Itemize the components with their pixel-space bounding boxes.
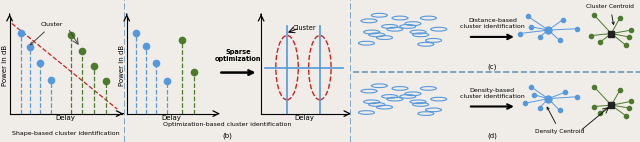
Text: (d): (d) bbox=[488, 132, 497, 139]
Text: Cluster Centroid: Cluster Centroid bbox=[586, 4, 634, 24]
Text: Optimization-based cluster identification: Optimization-based cluster identificatio… bbox=[163, 122, 291, 127]
Text: Shape-based cluster identification: Shape-based cluster identification bbox=[12, 131, 120, 136]
X-axis label: Delay: Delay bbox=[294, 115, 314, 121]
Text: (b): (b) bbox=[222, 133, 232, 139]
Y-axis label: Power in dB: Power in dB bbox=[119, 45, 125, 86]
Text: Density Centroid: Density Centroid bbox=[535, 107, 584, 134]
Text: Cluster: Cluster bbox=[30, 22, 63, 45]
Text: Density-based
cluster identification: Density-based cluster identification bbox=[460, 88, 525, 99]
Text: (a): (a) bbox=[61, 141, 70, 142]
Text: (c): (c) bbox=[488, 64, 497, 70]
X-axis label: Delay: Delay bbox=[161, 115, 182, 121]
Y-axis label: Power in dB: Power in dB bbox=[2, 45, 8, 86]
Text: Sparse
optimization: Sparse optimization bbox=[215, 49, 262, 62]
Text: Distance-based
cluster identification: Distance-based cluster identification bbox=[460, 18, 525, 29]
X-axis label: Delay: Delay bbox=[56, 115, 76, 121]
Text: Cluster: Cluster bbox=[292, 25, 316, 31]
